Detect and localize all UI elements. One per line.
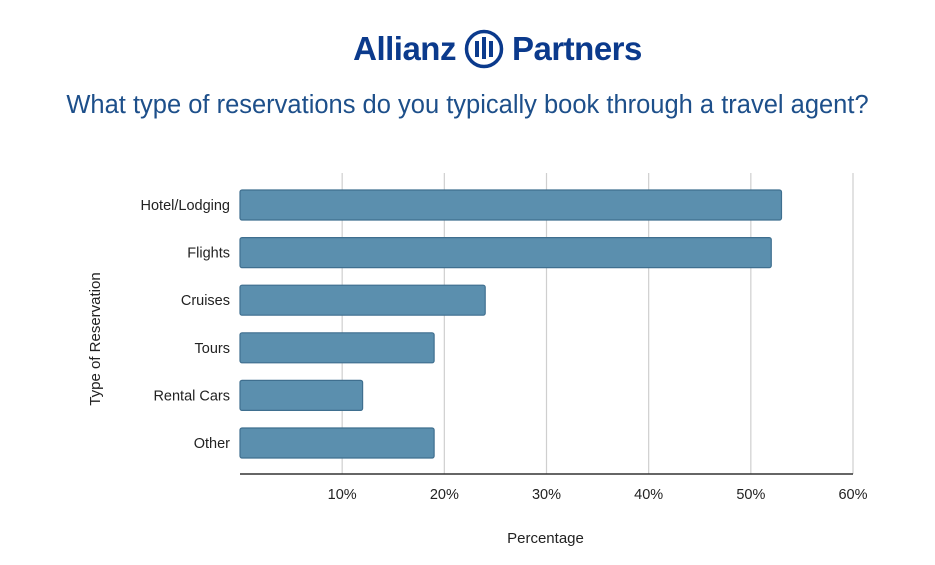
x-axis-title: Percentage [507, 530, 584, 547]
bar [239, 379, 364, 411]
bar [239, 332, 435, 364]
category-label: Rental Cars [153, 388, 230, 404]
x-tick-label: 30% [532, 487, 561, 503]
y-axis-title: Type of Reservation [87, 272, 104, 405]
category-labels: Hotel/Lodging Flights Cruises Tours Rental C… [141, 198, 231, 452]
x-tick-label: 20% [430, 487, 459, 503]
bar [239, 237, 772, 269]
bar [239, 189, 783, 221]
x-tick-label: 10% [328, 487, 357, 503]
brand-name-left: Allianz [353, 30, 456, 67]
gridlines [341, 173, 854, 474]
category-label: Other [194, 436, 230, 452]
bar [239, 284, 486, 316]
brand-name-right: Partners [511, 30, 642, 67]
bars [239, 189, 783, 459]
chart-title: What type of reservations do you typical… [66, 91, 869, 119]
tick-labels: 10% 20% 30% 40% 50% 60% [328, 487, 868, 503]
x-tick-label: 40% [634, 487, 663, 503]
brand-logo: Allianz Partners [0, 26, 935, 72]
category-label: Flights [187, 246, 230, 262]
x-tick-label: 50% [736, 487, 765, 503]
bar [239, 427, 435, 459]
category-label: Cruises [181, 293, 230, 309]
category-label: Hotel/Lodging [141, 198, 231, 214]
category-label: Tours [195, 341, 230, 357]
x-tick-label: 60% [838, 487, 867, 503]
allianz-eagle-icon [464, 29, 504, 69]
